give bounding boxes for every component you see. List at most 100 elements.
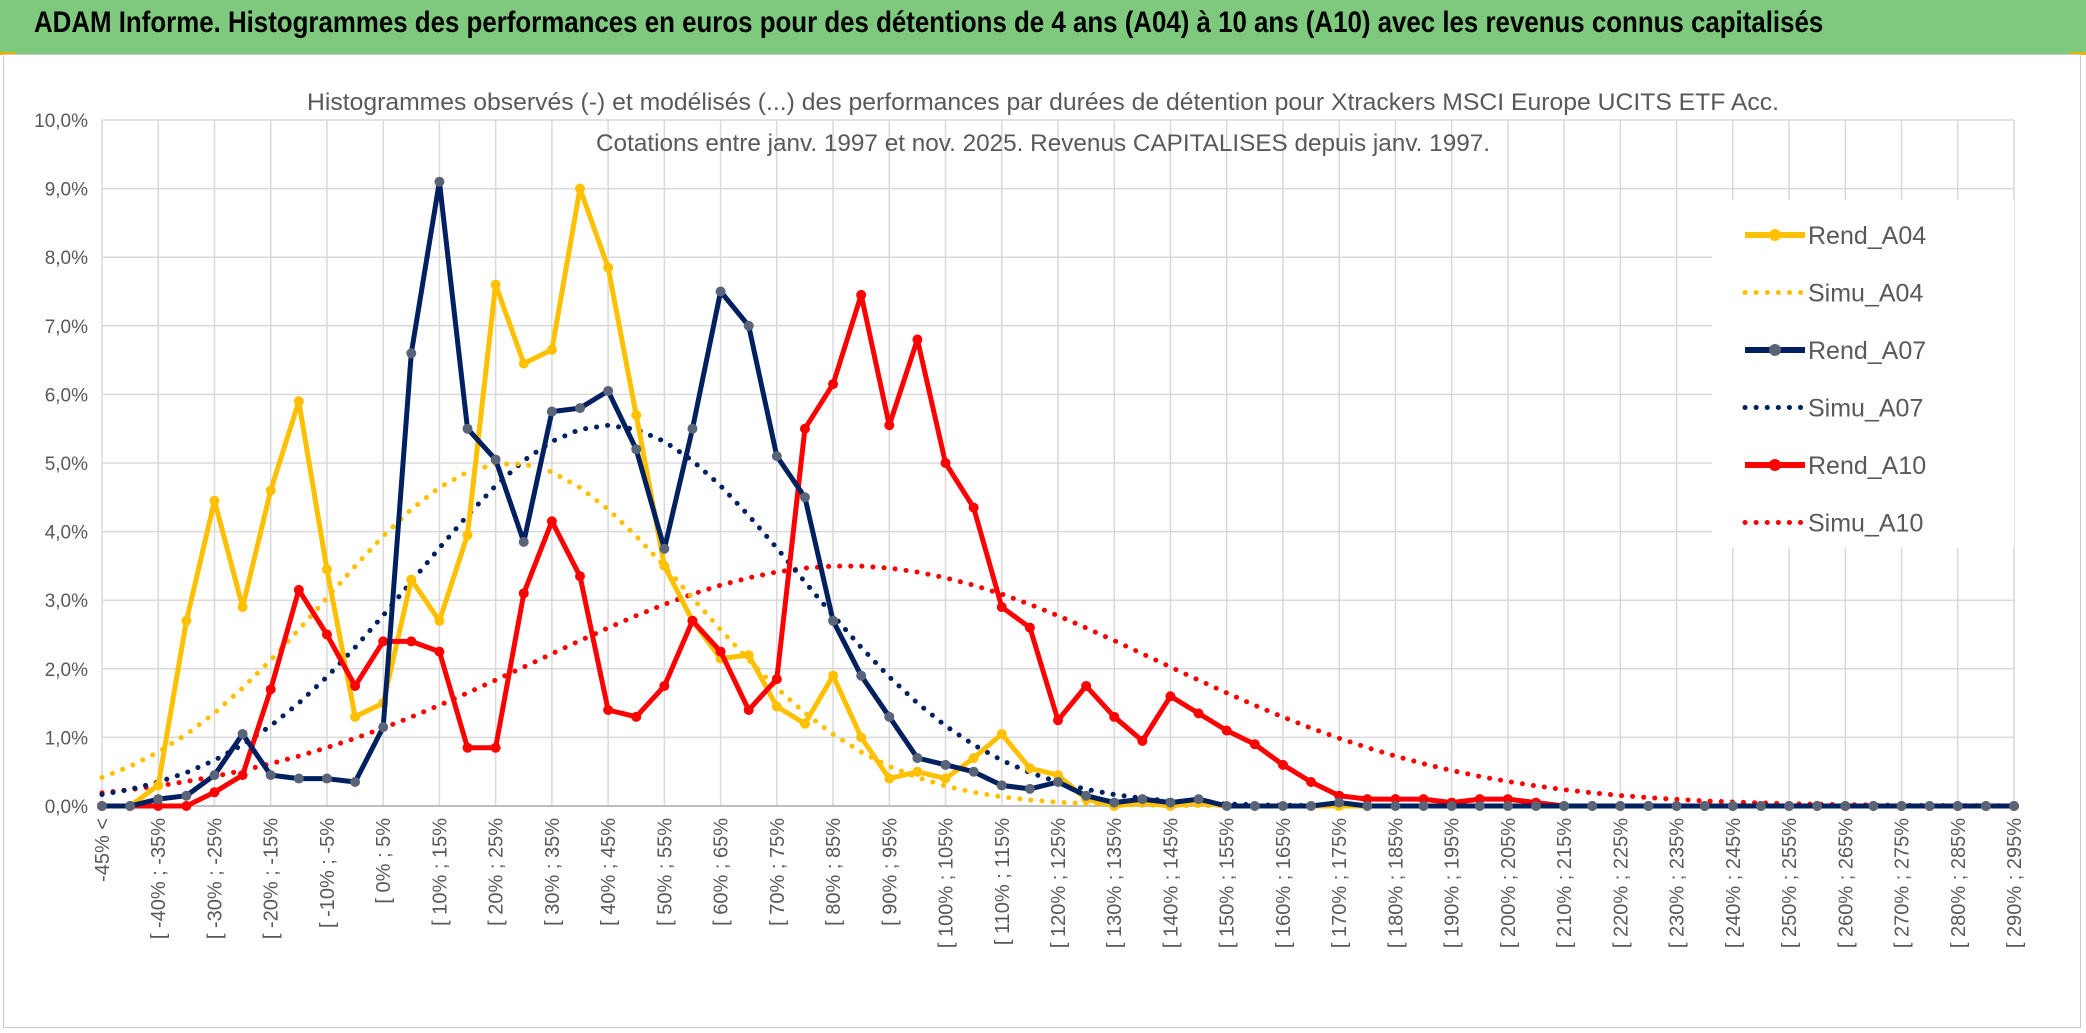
data-point-rend-a07 [1671,801,1682,811]
data-point-rend-a07 [350,776,361,787]
data-point-rend-a10 [1053,715,1063,726]
data-point-rend-a07 [1137,794,1148,805]
data-point-rend-a04 [912,766,923,777]
data-point-rend-a07 [1502,801,1513,811]
data-point-rend-a04 [799,718,810,729]
data-point-rend-a07 [2009,801,2019,811]
y-tick-label: 9,0% [45,180,88,201]
data-point-rend-a04 [603,262,614,273]
page-title: ADAM Informe. Histogrammes des performan… [34,6,1824,39]
data-point-rend-a10 [321,629,332,640]
data-point-rend-a04 [406,574,417,585]
y-tick-label: 0,0% [45,797,88,818]
data-point-rend-a04 [209,495,220,506]
data-point-rend-a10 [996,602,1007,613]
data-point-rend-a07 [1868,801,1879,811]
data-point-rend-a07 [1221,801,1232,811]
data-point-rend-a04 [856,732,867,743]
data-point-rend-a07 [1277,801,1288,811]
data-point-rend-a10 [771,674,782,685]
x-tick-label: [ 210% ; 215% [1554,818,1576,948]
y-axis-ticks: 0,0% 1,0% 2,0% 3,0% 4,0% 5,0% 6,0% 7,0% 8,0% 9,0%… [34,111,88,818]
data-point-rend-a10 [1137,735,1148,746]
y-tick-label: 1,0% [45,728,88,749]
data-point-rend-a10 [940,458,951,468]
data-point-rend-a10 [434,646,445,657]
data-point-rend-a07 [490,454,501,465]
data-point-rend-a07 [1896,801,1907,811]
data-point-rend-a07 [434,176,445,187]
legend: Rend_A04 Simu_A04 Rend_A07 Simu_A07 Rend_A10… [1712,200,2014,548]
x-tick-label: [ 40% ; 45% [598,818,620,926]
legend-marker-rend-a10 [1769,459,1781,471]
data-point-rend-a04 [743,650,754,661]
data-point-rend-a04 [1053,770,1063,781]
data-point-rend-a07 [968,766,979,777]
y-tick-label: 2,0% [45,660,88,681]
x-tick-label: [ -20% ; -15% [261,818,283,939]
x-tick-label: [ 0% ; 5% [373,818,395,904]
data-point-rend-a10 [631,711,642,722]
data-point-rend-a07 [996,780,1007,791]
data-point-rend-a04 [575,183,585,194]
y-tick-label: 4,0% [45,523,88,544]
x-tick-label: [ 220% ; 225% [1610,818,1632,948]
data-point-rend-a10 [884,420,895,431]
data-point-rend-a07 [406,348,417,359]
corner-accent [0,52,16,55]
data-point-rend-a07 [687,423,698,434]
title-banner: ADAM Informe. Histogrammes des performan… [0,0,2086,54]
chart-title-line2: Cotations entre janv. 1997 et nov. 2025.… [596,130,1490,157]
data-point-rend-a07 [462,423,473,434]
data-point-rend-a10 [490,742,501,753]
data-point-rend-a10 [1109,711,1120,722]
legend-box [1712,200,2014,548]
data-point-rend-a07 [1840,801,1851,811]
x-tick-label: [ 290% ; 295% [2004,818,2026,948]
data-point-rend-a07 [1193,794,1204,805]
data-point-rend-a10 [1221,725,1232,736]
chart-title-line1: Histogrammes observés (-) et modélisés (… [307,89,1779,116]
data-point-rend-a07 [293,773,304,784]
data-point-rend-a04 [321,564,332,575]
x-tick-label: [ 130% ; 135% [1104,818,1126,948]
data-point-rend-a07 [743,320,754,331]
data-point-rend-a07 [603,385,614,396]
data-point-rend-a10 [912,334,923,345]
data-point-rend-a10 [687,615,698,626]
x-tick-label: [ 100% ; 105% [936,818,958,948]
x-tick-label: [ 240% ; 245% [1723,818,1745,948]
x-tick-label: [ 120% ; 125% [1048,818,1070,948]
legend-label-simu-a07: Simu_A07 [1808,395,1923,423]
data-point-rend-a04 [237,602,248,613]
data-point-rend-a10 [743,704,754,715]
x-tick-label: [ 250% ; 255% [1779,818,1801,948]
data-point-rend-a04 [771,701,782,712]
data-point-rend-a07 [940,759,951,770]
data-point-rend-a04 [181,615,192,626]
data-point-rend-a07 [518,536,529,547]
data-point-rend-a10 [1024,622,1035,633]
data-point-rend-a10 [968,502,979,513]
x-tick-label: [ 70% ; 75% [767,818,789,926]
data-point-rend-a07 [884,711,895,722]
x-tick-label: [ 80% ; 85% [823,818,845,926]
data-point-rend-a07 [1812,801,1823,811]
data-point-rend-a10 [518,588,529,599]
x-axis-ticks: -45% < [ -40% ; -35% [ -30% ; -25% [ -20% ;… [92,818,2026,948]
data-point-rend-a10 [1418,794,1429,805]
y-tick-label: 7,0% [45,317,88,338]
data-point-rend-a07 [1474,801,1485,811]
x-tick-label: [ 60% ; 65% [711,818,733,926]
data-point-rend-a07 [1755,801,1766,811]
data-point-rend-a07 [631,444,642,455]
data-point-rend-a07 [1446,801,1457,811]
x-tick-label: [ 30% ; 35% [542,818,564,926]
data-point-rend-a10 [237,770,248,781]
data-point-rend-a07 [1699,801,1710,811]
data-point-rend-a07 [1784,801,1795,811]
data-point-rend-a07 [265,770,276,781]
data-point-rend-a10 [1306,776,1317,787]
data-point-rend-a07 [1165,797,1176,808]
data-point-rend-a10 [1193,708,1204,719]
